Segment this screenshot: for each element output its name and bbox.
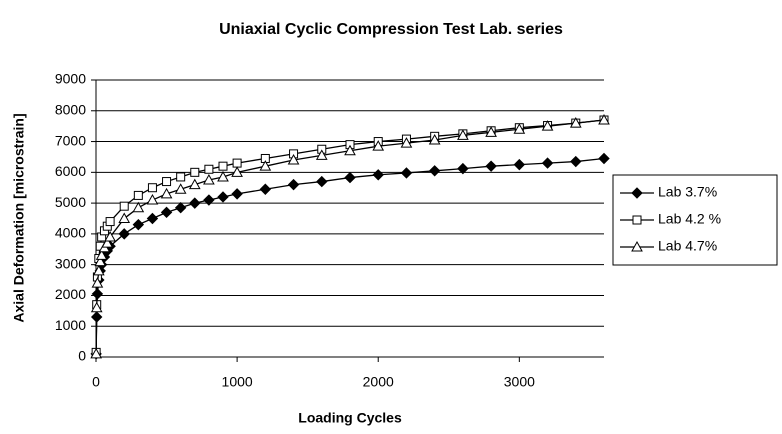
point bbox=[428, 133, 441, 145]
x-tick-label: 0 bbox=[92, 374, 100, 390]
point bbox=[101, 237, 114, 248]
point bbox=[104, 230, 116, 242]
point bbox=[160, 206, 173, 219]
point bbox=[217, 191, 229, 203]
point bbox=[315, 149, 328, 160]
legend-marker bbox=[631, 187, 643, 199]
point bbox=[204, 164, 214, 174]
point bbox=[231, 166, 243, 177]
x-tick-label: 1000 bbox=[222, 374, 253, 390]
point bbox=[287, 153, 300, 165]
point bbox=[94, 255, 107, 267]
point bbox=[344, 171, 356, 184]
point bbox=[119, 201, 129, 211]
point bbox=[132, 218, 145, 231]
y-tick-label: 4000 bbox=[55, 225, 86, 241]
legend-label: Lab 4.2 % bbox=[658, 211, 721, 227]
point bbox=[189, 197, 201, 209]
y-tick-label: 9000 bbox=[55, 71, 86, 87]
x-axis-label: Loading Cycles bbox=[298, 410, 402, 426]
point bbox=[176, 172, 186, 182]
legend-label: Lab 4.7% bbox=[658, 238, 717, 254]
point bbox=[372, 169, 384, 181]
point bbox=[372, 140, 385, 151]
point bbox=[174, 202, 187, 214]
point bbox=[203, 173, 215, 185]
point bbox=[344, 144, 356, 156]
point bbox=[598, 152, 610, 165]
y-tick-label: 0 bbox=[78, 348, 86, 364]
point bbox=[232, 158, 242, 168]
point bbox=[188, 178, 201, 190]
point bbox=[91, 277, 104, 288]
point bbox=[513, 158, 526, 171]
point bbox=[105, 217, 115, 227]
point bbox=[513, 123, 526, 134]
y-tick-label: 7000 bbox=[55, 132, 86, 148]
y-tick-label: 1000 bbox=[55, 317, 86, 333]
point bbox=[132, 201, 145, 213]
point bbox=[485, 126, 497, 137]
y-tick-label: 6000 bbox=[55, 163, 86, 179]
point bbox=[400, 137, 413, 148]
point bbox=[231, 188, 243, 200]
point bbox=[259, 183, 272, 195]
y-tick-label: 5000 bbox=[55, 194, 86, 210]
point bbox=[541, 157, 554, 169]
point bbox=[133, 190, 143, 200]
y-tick-label: 3000 bbox=[55, 255, 86, 271]
legend-marker bbox=[631, 240, 643, 252]
series-line bbox=[95, 157, 605, 354]
point bbox=[457, 162, 469, 175]
point bbox=[146, 194, 159, 205]
point bbox=[190, 167, 200, 177]
point bbox=[162, 177, 172, 187]
y-tick-label: 8000 bbox=[55, 101, 86, 117]
point bbox=[217, 170, 229, 182]
point bbox=[118, 228, 130, 240]
point bbox=[569, 117, 582, 128]
y-axis-label: Axial Deformation [microstrain] bbox=[11, 113, 27, 322]
point bbox=[259, 160, 272, 171]
point bbox=[90, 347, 102, 359]
point bbox=[146, 212, 159, 225]
point bbox=[95, 249, 108, 260]
point bbox=[541, 120, 554, 131]
point bbox=[218, 161, 228, 171]
point bbox=[90, 301, 103, 313]
point bbox=[598, 113, 610, 125]
point bbox=[203, 194, 215, 206]
legend-label: Lab 3.7% bbox=[658, 184, 717, 200]
y-tick-label: 2000 bbox=[55, 286, 86, 302]
point bbox=[174, 183, 187, 194]
chart-title: Uniaxial Cyclic Compression Test Lab. se… bbox=[219, 21, 563, 38]
x-tick-label: 3000 bbox=[504, 374, 535, 390]
point bbox=[92, 264, 105, 276]
point bbox=[118, 212, 131, 223]
point bbox=[287, 178, 300, 191]
point bbox=[428, 165, 441, 177]
point bbox=[316, 175, 328, 188]
point bbox=[147, 183, 157, 193]
x-tick-label: 2000 bbox=[363, 374, 394, 390]
legend-marker bbox=[632, 215, 642, 225]
point bbox=[400, 167, 413, 179]
point bbox=[485, 160, 497, 172]
point bbox=[160, 187, 173, 199]
point bbox=[570, 155, 582, 168]
point bbox=[457, 129, 469, 140]
